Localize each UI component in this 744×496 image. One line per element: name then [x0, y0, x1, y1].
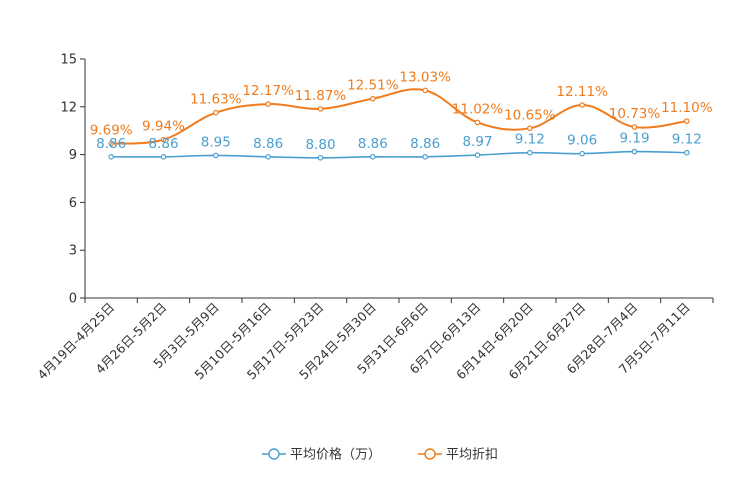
data-point-1[interactable] — [631, 148, 638, 155]
data-label-2: 12.17% — [242, 83, 294, 99]
data-label-2: 12.11% — [556, 84, 608, 100]
legend-marker-icon — [268, 448, 280, 460]
axes: 036912154月19日-4月25日4月26日-5月2日5月3日-5月9日5月… — [34, 53, 714, 382]
data-label-2: 10.65% — [504, 107, 556, 123]
data-label-1: 8.86 — [148, 136, 178, 152]
data-label-1: 9.12 — [672, 132, 702, 148]
data-label-1: 8.86 — [253, 136, 283, 152]
data-label-2: 11.63% — [190, 92, 242, 108]
data-label-1: 8.86 — [358, 136, 388, 152]
data-point-2[interactable] — [108, 140, 114, 147]
data-point-2[interactable] — [213, 109, 219, 116]
data-point-1[interactable] — [108, 154, 114, 160]
data-label-1: 8.86 — [410, 136, 440, 152]
data-label-2: 13.03% — [399, 69, 451, 85]
data-point-1[interactable] — [579, 150, 585, 157]
data-point-1[interactable] — [317, 154, 324, 161]
legend-label: 平均折扣 — [446, 448, 498, 463]
data-point-2[interactable] — [370, 95, 376, 102]
legend-item-1[interactable]: 平均价格（万） — [262, 447, 381, 463]
data-label-1: 9.06 — [567, 133, 597, 149]
data-point-2[interactable] — [684, 118, 690, 124]
data-point-1[interactable] — [265, 154, 271, 160]
data-label-2: 10.73% — [609, 106, 661, 122]
data-point-2[interactable] — [422, 87, 428, 94]
data-point-2[interactable] — [317, 106, 324, 112]
data-point-2[interactable] — [527, 125, 533, 132]
data-point-1[interactable] — [213, 152, 219, 159]
data-label-1: 9.12 — [515, 132, 545, 148]
y-tick-label: 9 — [69, 148, 77, 163]
legend-label: 平均价格（万） — [290, 447, 381, 463]
data-point-1[interactable] — [474, 152, 481, 158]
data-point-1[interactable] — [160, 154, 167, 160]
data-point-2[interactable] — [265, 101, 271, 107]
y-tick-label: 6 — [69, 196, 77, 211]
data-label-1: 8.97 — [462, 134, 492, 150]
data-label-2: 11.02% — [452, 101, 504, 117]
data-label-1: 9.19 — [619, 131, 649, 147]
legend-item-2[interactable]: 平均折扣 — [418, 448, 498, 463]
series-line-1 — [111, 150, 687, 159]
y-tick-label: 12 — [60, 100, 77, 115]
data-point-2[interactable] — [474, 119, 481, 126]
data-labels: 8.86 8.86 8.95 8.86 8.80 8.86 8.86 8.97 9.12 9.06… — [90, 69, 713, 152]
y-tick-label: 15 — [60, 53, 77, 68]
data-point-1[interactable] — [527, 149, 533, 156]
y-tick-label: 0 — [69, 292, 77, 307]
series-points — [108, 87, 690, 161]
data-label-2: 11.10% — [661, 100, 713, 116]
data-point-1[interactable] — [422, 154, 428, 160]
legend[interactable]: 平均价格（万） 平均折扣 — [262, 447, 498, 463]
data-point-2[interactable] — [631, 124, 638, 130]
series-lines — [111, 88, 687, 159]
data-label-1: 8.86 — [96, 136, 126, 152]
data-label-1: 8.80 — [305, 137, 335, 153]
data-label-2: 11.87% — [295, 88, 347, 104]
data-point-1[interactable] — [370, 154, 376, 160]
data-label-1: 8.95 — [201, 134, 231, 150]
data-point-1[interactable] — [684, 149, 690, 156]
legend-marker-icon — [424, 448, 436, 460]
series-line-2 — [111, 88, 687, 145]
data-label-2: 12.51% — [347, 78, 399, 94]
data-label-2: 9.94% — [142, 119, 185, 135]
data-label-2: 9.69% — [90, 123, 133, 139]
data-point-2[interactable] — [579, 102, 585, 108]
y-tick-label: 3 — [69, 244, 77, 259]
data-point-2[interactable] — [160, 136, 167, 143]
